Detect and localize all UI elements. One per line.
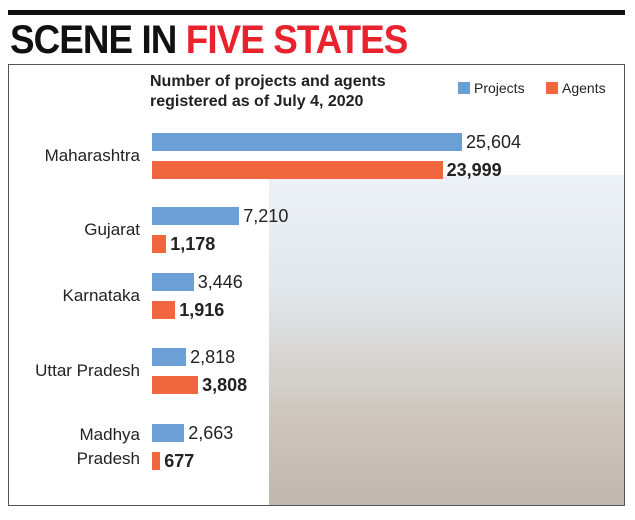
- legend-label: Agents: [562, 80, 606, 96]
- value-label: 7,210: [243, 206, 289, 226]
- value-label: 2,663: [188, 423, 234, 443]
- bar: [152, 133, 462, 151]
- value-label: 3,446: [197, 272, 243, 292]
- value-label: 25,604: [466, 132, 522, 152]
- category-label: Uttar Pradesh: [35, 361, 140, 380]
- value-label: 677: [164, 451, 195, 471]
- bar: [152, 161, 443, 179]
- bar: [152, 273, 194, 291]
- category-label: Gujarat: [84, 220, 140, 239]
- bar: [152, 235, 167, 253]
- top-rule: [8, 10, 625, 15]
- value-label: 2,818: [190, 347, 236, 367]
- bar: [152, 207, 240, 225]
- legend-item: Agents: [546, 80, 606, 96]
- category-label: Maharashtra: [44, 146, 140, 165]
- bar: [152, 376, 199, 394]
- background-photo: [269, 175, 624, 505]
- legend-swatch: [458, 82, 470, 94]
- bar: [152, 452, 161, 470]
- bar: [152, 301, 176, 319]
- subtitle: Number of projects and agents registered…: [150, 73, 386, 110]
- value-label: 1,178: [170, 234, 216, 254]
- chart-box: [8, 64, 625, 506]
- title-lead: SCENE IN: [10, 18, 177, 62]
- legend-label: Projects: [474, 80, 525, 96]
- value-label: 3,808: [202, 375, 248, 395]
- legend-swatch: [546, 82, 558, 94]
- category-label: Karnataka: [62, 286, 141, 305]
- value-label: 1,916: [179, 300, 225, 320]
- title: SCENE IN FIVE STATES: [10, 18, 409, 63]
- value-label: 23,999: [446, 160, 502, 180]
- title-highlight: FIVE STATES: [185, 18, 409, 62]
- legend-item: Projects: [458, 80, 525, 96]
- category-label: Madhya Pradesh: [76, 425, 140, 468]
- bar: [152, 348, 187, 366]
- bar: [152, 424, 185, 442]
